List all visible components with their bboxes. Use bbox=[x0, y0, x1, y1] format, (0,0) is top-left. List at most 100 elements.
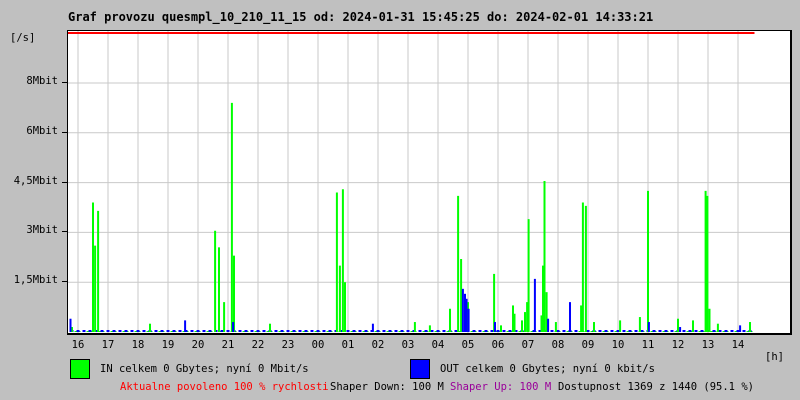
in-baseline-dot bbox=[290, 331, 293, 332]
out-baseline-dash bbox=[130, 330, 134, 332]
out-baseline-dash bbox=[640, 330, 644, 332]
out-baseline-dash bbox=[658, 330, 662, 332]
out-baseline-dash bbox=[250, 330, 254, 332]
x-axis-unit-label: [h] bbox=[765, 351, 784, 363]
out-baseline-dash bbox=[586, 330, 590, 332]
in-baseline-dot bbox=[470, 331, 473, 332]
out-baseline-dash bbox=[280, 330, 284, 332]
in-baseline-dot bbox=[614, 331, 617, 332]
out-baseline-dash bbox=[388, 330, 392, 332]
x-hour-label: 06 bbox=[491, 339, 505, 351]
in-baseline-dot bbox=[170, 331, 173, 332]
out-baseline-dash bbox=[484, 330, 488, 332]
in-baseline-dot bbox=[482, 331, 485, 332]
in-baseline-dot bbox=[602, 331, 605, 332]
in-baseline-dot bbox=[662, 331, 665, 332]
x-hour-label: 00 bbox=[311, 339, 325, 351]
y-tick-label: 3Mbit bbox=[26, 224, 58, 237]
out-baseline-dash bbox=[664, 330, 668, 332]
in-baseline-dot bbox=[698, 331, 701, 332]
out-baseline-dash bbox=[436, 330, 440, 332]
x-hour-label: 04 bbox=[431, 339, 445, 351]
out-baseline-dash bbox=[700, 330, 704, 332]
out-baseline-dash bbox=[742, 330, 746, 332]
out-baseline-dash bbox=[316, 330, 320, 332]
y-tick-mark bbox=[62, 281, 68, 283]
out-baseline-dash bbox=[730, 330, 734, 332]
out-baseline-dash bbox=[406, 330, 410, 332]
in-baseline-dot bbox=[398, 331, 401, 332]
out-baseline-dash bbox=[202, 330, 206, 332]
out-baseline-dash bbox=[478, 330, 482, 332]
in-baseline-dot bbox=[434, 331, 437, 332]
in-baseline-dot bbox=[650, 331, 653, 332]
out-baseline-dash bbox=[112, 330, 116, 332]
out-baseline-dash bbox=[652, 330, 656, 332]
allowed-speed-cap-line bbox=[68, 32, 755, 34]
x-hour-label: 16 bbox=[71, 339, 85, 351]
out-baseline-dash bbox=[718, 330, 722, 332]
x-hour-label: 22 bbox=[251, 339, 265, 351]
out-baseline-dash bbox=[208, 330, 212, 332]
y-tick-mark bbox=[62, 131, 68, 133]
out-baseline-dash bbox=[292, 330, 296, 332]
x-hour-label: 02 bbox=[371, 339, 385, 351]
out-baseline-dash bbox=[244, 330, 248, 332]
in-baseline-dot bbox=[410, 331, 413, 332]
in-baseline-dot bbox=[710, 331, 713, 332]
out-baseline-dash bbox=[598, 330, 602, 332]
out-baseline-dash bbox=[394, 330, 398, 332]
out-baseline-dash bbox=[238, 330, 242, 332]
out-baseline-dash bbox=[136, 330, 140, 332]
in-baseline-dot bbox=[146, 331, 149, 332]
out-baseline-dash bbox=[712, 330, 716, 332]
out-baseline-dash bbox=[118, 330, 122, 332]
x-hour-label: 07 bbox=[521, 339, 535, 351]
out-baseline-dash bbox=[556, 330, 560, 332]
in-baseline-dot bbox=[314, 331, 317, 332]
out-legend-swatch bbox=[410, 359, 430, 379]
x-hour-label: 19 bbox=[161, 339, 175, 351]
x-hour-label: 14 bbox=[731, 339, 745, 351]
in-baseline-dot bbox=[530, 331, 533, 332]
traffic-chart-svg bbox=[68, 31, 790, 333]
in-baseline-dot bbox=[578, 331, 581, 332]
out-baseline-dash bbox=[418, 330, 422, 332]
out-baseline-dash bbox=[382, 330, 386, 332]
in-baseline-dot bbox=[386, 331, 389, 332]
in-baseline-dot bbox=[206, 331, 209, 332]
out-baseline-dash bbox=[574, 330, 578, 332]
status-allowed-speed: Aktualne povoleno 100 % rychlosti bbox=[120, 381, 329, 393]
in-baseline-dot bbox=[278, 331, 281, 332]
x-hour-label: 20 bbox=[191, 339, 205, 351]
out-baseline-dash bbox=[400, 330, 404, 332]
in-baseline-dot bbox=[86, 331, 89, 332]
status-shaper-up: Shaper Up: 100 M bbox=[450, 381, 552, 393]
out-baseline-dash bbox=[196, 330, 200, 332]
out-baseline-dash bbox=[490, 330, 494, 332]
in-baseline-dot bbox=[302, 331, 305, 332]
out-baseline-dash bbox=[736, 330, 740, 332]
in-baseline-dot bbox=[686, 331, 689, 332]
in-baseline-dot bbox=[98, 331, 101, 332]
out-baseline-dash bbox=[502, 330, 506, 332]
in-baseline-dot bbox=[674, 331, 677, 332]
out-baseline-dash bbox=[424, 330, 428, 332]
out-baseline-dash bbox=[190, 330, 194, 332]
in-baseline-dot bbox=[374, 331, 377, 332]
in-baseline-dot bbox=[182, 331, 185, 332]
x-hour-label: 03 bbox=[401, 339, 415, 351]
x-hour-label: 13 bbox=[701, 339, 715, 351]
y-tick-label: 6Mbit bbox=[26, 124, 58, 137]
in-baseline-dot bbox=[326, 331, 329, 332]
in-baseline-dot bbox=[422, 331, 425, 332]
out-baseline-dash bbox=[256, 330, 260, 332]
in-baseline-dot bbox=[134, 331, 137, 332]
out-baseline-dash bbox=[538, 330, 542, 332]
out-baseline-dash bbox=[550, 330, 554, 332]
out-baseline-dash bbox=[496, 330, 500, 332]
out-legend-label: OUT celkem 0 Gbytes; nyní 0 kbit/s bbox=[440, 363, 655, 375]
y-axis-unit-label: [/s] bbox=[10, 32, 36, 44]
out-baseline-dash bbox=[562, 330, 566, 332]
out-baseline-dash bbox=[724, 330, 728, 332]
